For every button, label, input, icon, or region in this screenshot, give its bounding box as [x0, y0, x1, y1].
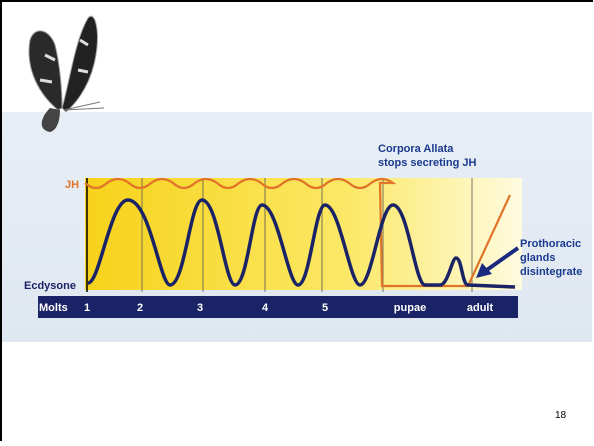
stage-label: pupae: [394, 302, 426, 314]
stage-label: 1: [84, 302, 90, 314]
stage-label: adult: [467, 302, 494, 314]
stage-label: 3: [197, 302, 203, 314]
annotation: Corpora Allata: [378, 143, 454, 155]
slide: Molts 1 2 3 4 5 pupae adult JH Ecdysone Corpor…: [0, 0, 594, 441]
callout: glands: [520, 252, 555, 264]
molts-bar: [38, 296, 518, 318]
ecdysone-label: Ecdysone: [24, 280, 76, 292]
page-number: 18: [555, 410, 567, 421]
callout: Prothoracic: [520, 238, 581, 250]
jh-label: JH: [65, 179, 79, 191]
stage-label: 4: [262, 302, 269, 314]
callout: disintegrate: [520, 266, 582, 278]
annotation: stops secreting JH: [378, 157, 476, 169]
stage-label: 2: [137, 302, 143, 314]
molts-label: Molts: [39, 302, 68, 314]
stage-label: 5: [322, 302, 328, 314]
